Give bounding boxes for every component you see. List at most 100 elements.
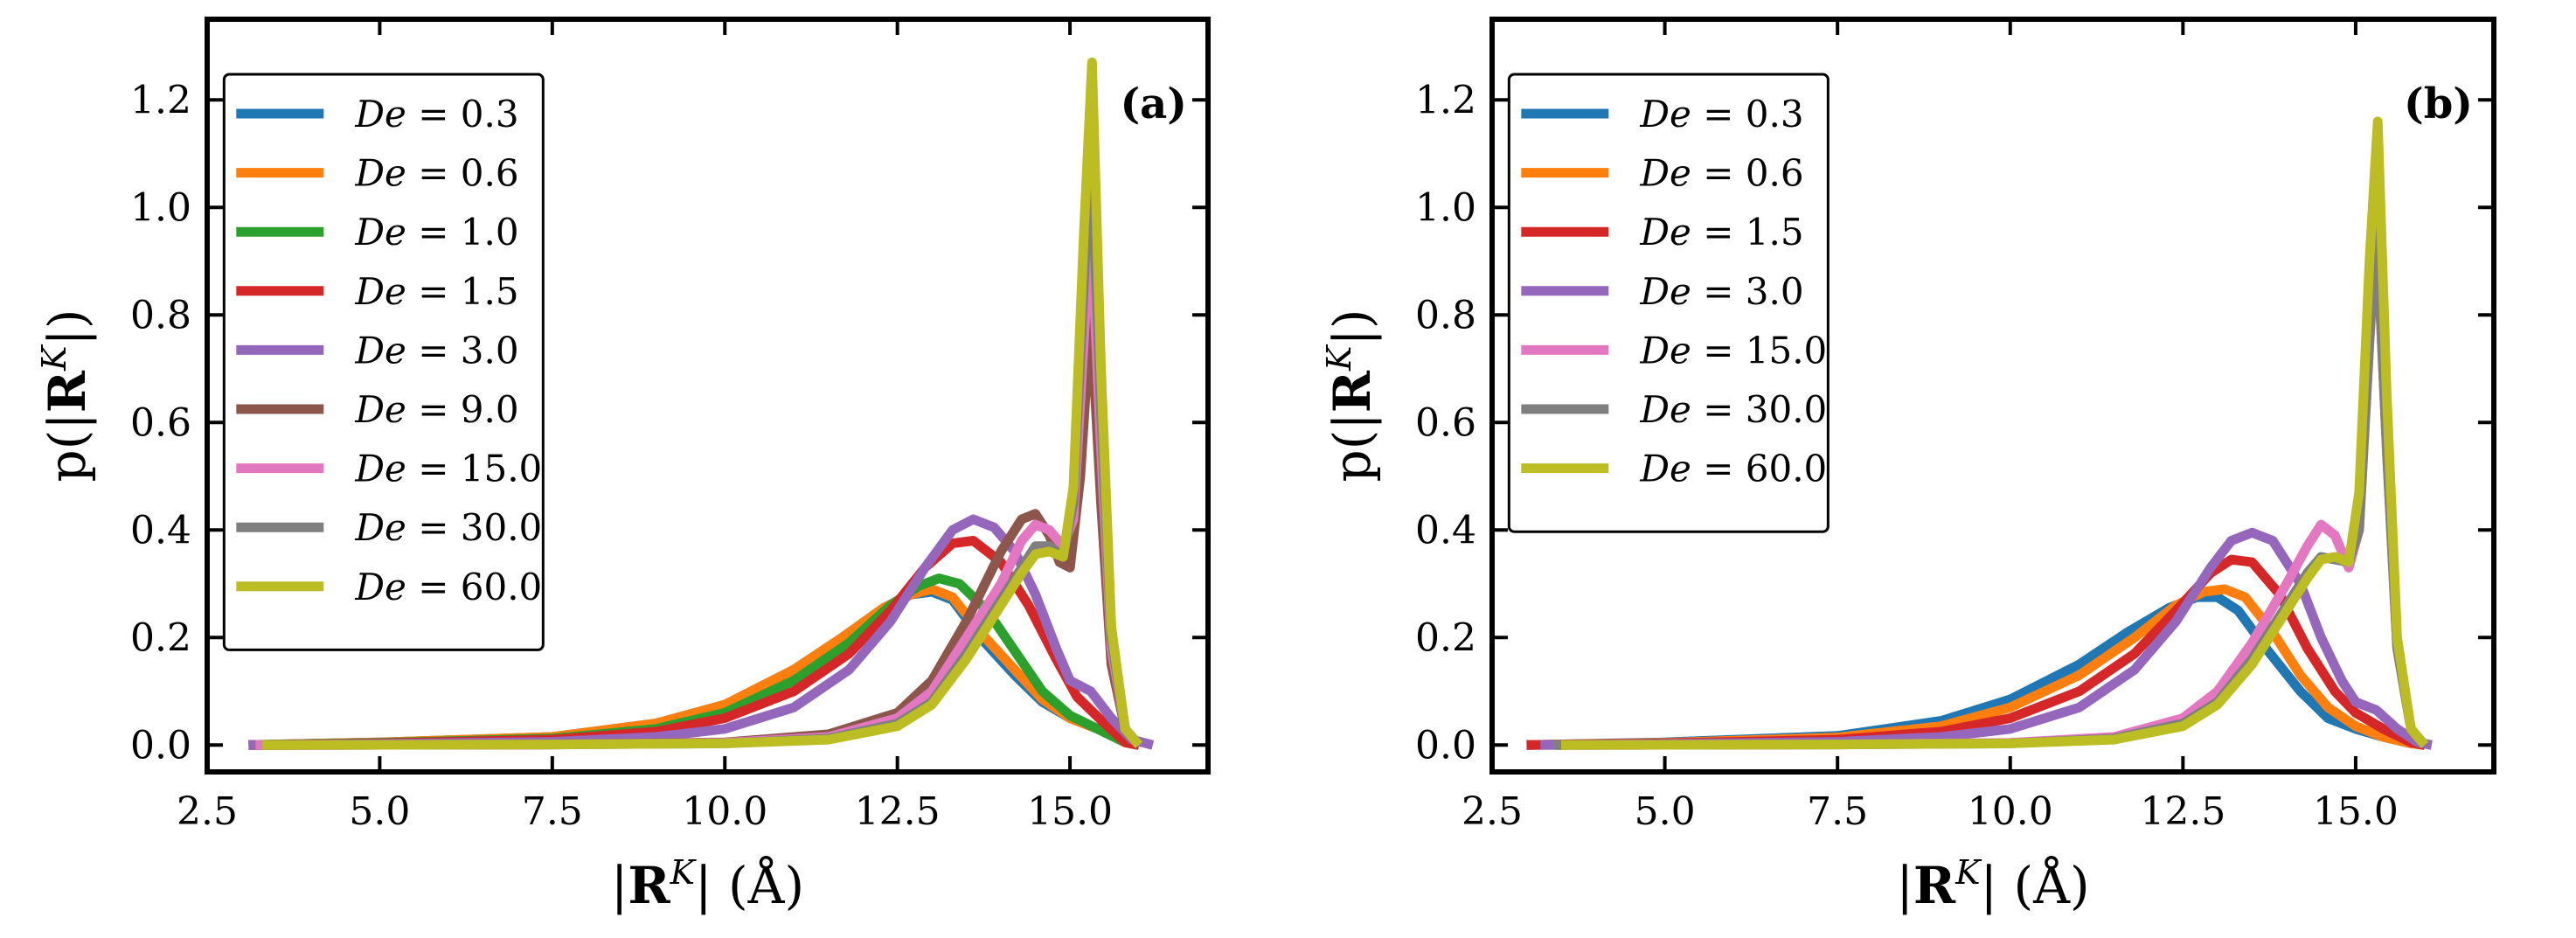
x-tick-label: 10.0 <box>1968 789 2053 834</box>
legend-variable: De <box>354 270 406 313</box>
legend-label: De = 15.0 <box>1639 329 1827 372</box>
legend-label: De = 0.3 <box>1639 93 1803 135</box>
legend-equals: = <box>1691 270 1746 313</box>
legend-equals: = <box>1691 448 1746 490</box>
x-tick-label: 12.5 <box>855 789 941 834</box>
axes-frame <box>205 17 1211 775</box>
axes-frame <box>1489 17 2496 775</box>
y-axis-label-symbol: R <box>38 370 97 413</box>
y-tick-label: 1.0 <box>1415 185 1476 230</box>
legend-variable: De <box>354 152 406 195</box>
legend-variable: De <box>354 566 406 608</box>
legend: De = 0.3De = 0.6De = 1.5De = 3.0De = 15.… <box>1507 73 1830 533</box>
legend-label: De = 60.0 <box>1639 448 1827 490</box>
legend-value: 60.0 <box>461 566 543 608</box>
legend-item: De = 0.3 <box>236 93 519 135</box>
legend-variable: De <box>1639 270 1691 313</box>
legend-item: De = 60.0 <box>1521 448 1827 490</box>
legend-item: De = 30.0 <box>1521 388 1827 431</box>
series-group <box>248 57 1155 750</box>
panel-label: (b) <box>2404 80 2473 129</box>
legend-value: 0.3 <box>1746 93 1804 135</box>
legend-item: De = 1.0 <box>236 211 519 254</box>
x-tick-label: 5.0 <box>349 789 410 834</box>
x-tick-label: 15.0 <box>2313 789 2399 834</box>
x-axis-label-suffix: | (Å) <box>695 856 804 915</box>
x-tick-label: 5.0 <box>1635 789 1696 834</box>
y-axis-label-superscript: K <box>1320 344 1358 372</box>
legend-frame <box>222 73 545 651</box>
legend-variable: De <box>354 329 406 372</box>
legend-value: 15.0 <box>1746 329 1828 372</box>
legend-equals: = <box>1691 329 1746 372</box>
x-axis-label-symbol: R <box>628 856 670 915</box>
legend-variable: De <box>354 388 406 431</box>
legend-variable: De <box>354 506 406 549</box>
legend-item: De = 60.0 <box>236 566 542 608</box>
y-tick-label: 0.8 <box>1415 293 1476 337</box>
y-tick-label: 0.0 <box>1415 723 1476 768</box>
legend-item: De = 30.0 <box>236 506 542 549</box>
legend-value: 30.0 <box>1746 388 1828 431</box>
x-tick-label: 15.0 <box>1027 789 1113 834</box>
x-axis-label-suffix: | (Å) <box>1981 856 2090 915</box>
legend-item: De = 15.0 <box>1521 329 1827 372</box>
y-axis-label: p(|RK|) <box>35 309 97 482</box>
legend-equals: = <box>1691 388 1746 431</box>
legend-value: 60.0 <box>1746 448 1828 490</box>
legend-equals: = <box>406 329 461 372</box>
legend-label: De = 0.6 <box>1639 152 1803 195</box>
y-axis-label-superscript: K <box>35 344 73 372</box>
legend-item: De = 3.0 <box>236 329 519 372</box>
legend-equals: = <box>406 448 461 490</box>
panel-label: (a) <box>1120 80 1187 129</box>
legend-variable: De <box>1639 448 1691 490</box>
legend-label: De = 60.0 <box>354 566 542 608</box>
panel-a: 2.5 5.0 7.5 10.0 12.5 15.0 0.0 0.2 0.4 0.6 0.8 1.0 1… <box>35 17 1211 915</box>
x-axis-label: |RK| (Å) <box>611 853 804 915</box>
legend-variable: De <box>1639 93 1691 135</box>
legend-item: De = 0.6 <box>236 152 519 195</box>
legend-item: De = 1.5 <box>236 270 519 313</box>
legend-equals: = <box>1691 152 1746 195</box>
legend-value: 0.6 <box>1746 152 1804 195</box>
x-axis-label-prefix: | <box>1896 856 1913 915</box>
x-tick-label: 2.5 <box>177 789 238 834</box>
legend-variable: De <box>1639 211 1691 254</box>
x-tick-label: 10.0 <box>682 789 767 834</box>
y-tick-label: 1.2 <box>130 78 191 122</box>
legend-value: 1.5 <box>461 270 519 313</box>
legend-value: 3.0 <box>1746 270 1804 313</box>
series-line-60-0 <box>1560 116 2429 750</box>
x-tick-label: 7.5 <box>1807 789 1868 834</box>
x-tick-label: 12.5 <box>2140 789 2225 834</box>
legend-item: De = 3.0 <box>1521 270 1804 313</box>
legend-equals: = <box>1691 211 1746 254</box>
x-tick-label: 2.5 <box>1462 789 1523 834</box>
y-tick-label: 0.8 <box>130 293 191 337</box>
y-axis-label-suffix: |) <box>38 309 97 345</box>
series-line-3-0 <box>248 514 1155 750</box>
y-tick-label: 0.6 <box>1415 400 1476 445</box>
legend-value: 3.0 <box>461 329 519 372</box>
y-tick-label: 0.2 <box>130 615 191 660</box>
legend-variable: De <box>1639 152 1691 195</box>
x-tick-label: 7.5 <box>522 789 583 834</box>
y-tick-label: 0.2 <box>1415 615 1476 660</box>
legend-variable: De <box>354 93 406 135</box>
y-tick-label: 0.0 <box>130 723 191 768</box>
legend-equals: = <box>406 270 461 313</box>
y-axis-label-suffix: |) <box>1323 309 1382 345</box>
legend-label: De = 1.5 <box>354 270 518 313</box>
legend-variable: De <box>1639 388 1691 431</box>
legend-label: De = 30.0 <box>354 506 542 549</box>
legend-label: De = 3.0 <box>1639 270 1803 313</box>
legend-variable: De <box>354 211 406 254</box>
legend-label: De = 9.0 <box>354 388 518 431</box>
y-tick-label: 0.6 <box>130 400 191 445</box>
legend-equals: = <box>406 211 461 254</box>
legend-item: De = 9.0 <box>236 388 519 431</box>
legend-label: De = 0.3 <box>354 93 518 135</box>
legend-value: 15.0 <box>461 448 543 490</box>
series-group <box>1526 116 2433 750</box>
